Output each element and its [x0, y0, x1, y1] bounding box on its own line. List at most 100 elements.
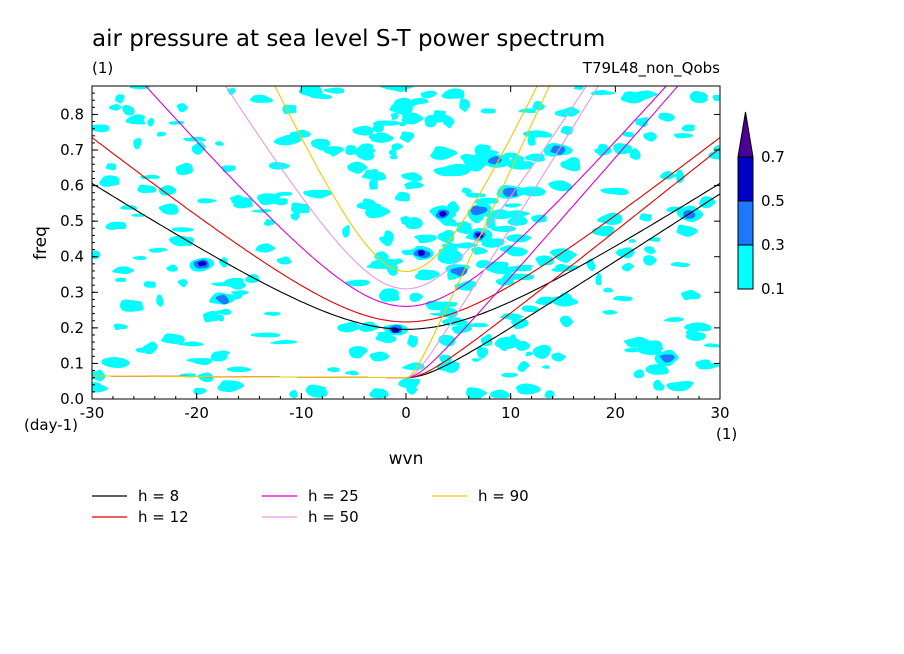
spectrum-patch — [622, 131, 634, 138]
spectrum-patch — [391, 258, 404, 265]
spectrum-patch — [391, 143, 404, 151]
spectrum-patch — [402, 217, 423, 230]
legend-label-5: h = 90 — [478, 487, 529, 505]
spectrum-patch — [148, 247, 168, 253]
spectrum-patch — [298, 86, 323, 98]
colorbar: 0.1 0.3 0.5 0.7 — [737, 111, 785, 298]
spectrum-patch — [368, 178, 378, 190]
spectrum-patch — [101, 357, 130, 369]
spectrum-patch — [602, 309, 618, 315]
x-tick-label: 20 — [606, 404, 625, 422]
spectrum-patch — [129, 86, 151, 90]
spectrum-patch — [352, 125, 374, 136]
legend-label-3: h = 25 — [308, 487, 359, 505]
spectrum-peak-mid — [470, 205, 488, 216]
spectrum-patch — [216, 308, 232, 316]
curve-gravity-3 — [144, 86, 668, 307]
spectrum-patch — [400, 172, 423, 182]
spectrum-patch — [251, 209, 272, 213]
spectrum-patch — [390, 112, 399, 120]
spectrum-patch — [703, 343, 720, 348]
spectrum-patch — [443, 115, 455, 129]
x-axis: -30 -20 -10 0 10 20 30 — [80, 86, 730, 422]
legend-label-1: h = 8 — [138, 487, 179, 505]
spectrum-patch — [504, 210, 531, 218]
spectrum-patch — [708, 151, 720, 160]
spectrum-patch — [305, 384, 328, 398]
spectrum-patch — [616, 247, 635, 259]
spectrum-patch — [177, 279, 188, 288]
spectrum-patch — [327, 367, 340, 373]
spectrum-patch — [471, 358, 482, 362]
spectrum-patch — [202, 310, 220, 323]
spectrum-patch — [119, 299, 144, 312]
colorbar-segment — [737, 156, 754, 202]
colorbar-label: 0.7 — [761, 148, 785, 166]
curve-gravity-4 — [224, 86, 587, 290]
spectrum-patch — [337, 321, 363, 333]
spectrum-patch — [689, 90, 708, 104]
legend: h = 8 h = 12 h = 25 h = 50 h = 90 — [92, 487, 529, 526]
spectrum-patch — [464, 154, 487, 172]
spectrum-patch — [399, 131, 415, 143]
y-tick-label: 0.5 — [60, 212, 84, 230]
spectrum-patch — [227, 88, 236, 95]
spectrum-patch — [518, 186, 546, 197]
spectrum-patch — [685, 329, 699, 336]
colorbar-extend-arrow — [737, 111, 754, 158]
spectrum-patch — [509, 161, 534, 168]
spectrum-patch — [480, 333, 493, 347]
spectrum-patch — [420, 90, 437, 99]
spectrum-patch — [620, 91, 647, 104]
spectrum-patch — [463, 322, 488, 328]
spectrum-patch — [675, 169, 685, 184]
spectrum-patch — [451, 325, 473, 334]
spectrum-patch — [255, 243, 276, 253]
spectrum-patch — [310, 138, 331, 151]
chart-title: air pressure at sea level S-T power spec… — [92, 26, 605, 52]
spectrum-patch — [535, 255, 555, 267]
spectrum-patch — [676, 224, 698, 237]
spectrum-patch — [378, 288, 400, 302]
spectrum-patch — [369, 351, 390, 362]
spectrum-patch — [486, 266, 516, 275]
spectrum-patch — [176, 103, 188, 112]
spectrum-patch — [681, 289, 701, 301]
spectrum-patch — [510, 318, 529, 330]
spectrum-patch — [600, 188, 628, 195]
spectrum-patch — [137, 184, 157, 194]
spectrum-patch — [131, 213, 146, 217]
spectrum-patch — [549, 248, 577, 263]
curve-kelvin-5 — [92, 86, 550, 379]
spectrum-patch — [542, 365, 550, 369]
spectrum-patch — [475, 260, 492, 269]
spectrum-patch — [433, 166, 460, 177]
spectrum-patch — [573, 86, 584, 90]
spectrum-patch — [177, 341, 204, 347]
y-tick-label: 0.6 — [60, 177, 84, 195]
spectrum-peak-mid — [487, 156, 502, 165]
legend-label-2: h = 12 — [138, 508, 189, 526]
curve-gravity-5 — [274, 86, 538, 272]
spectrum-patch — [212, 350, 230, 356]
spectrum-patch — [466, 387, 487, 399]
spectrum-patch — [424, 115, 437, 128]
spectrum-patch — [649, 346, 664, 352]
spectrum-patch — [663, 317, 684, 322]
spectrum-patch — [432, 110, 446, 123]
spectrum-patch — [105, 221, 127, 230]
spectrum-patch — [323, 146, 344, 156]
x-units-label: (1) — [716, 425, 737, 443]
spectrum-peak-core — [439, 211, 447, 217]
spectrum-patch — [379, 86, 389, 89]
spectrum-patch — [681, 124, 695, 132]
spectrum-patch — [112, 266, 135, 275]
spectrum-patch — [197, 372, 214, 383]
spectrum-patch — [639, 213, 652, 222]
spectrum-peak-core — [197, 261, 207, 267]
spectrum-patch — [115, 277, 127, 282]
spectrum-patch — [525, 351, 533, 357]
spectrum-patch — [175, 162, 193, 175]
spectrum-patch — [345, 279, 370, 287]
spectrum-patch — [550, 298, 579, 307]
